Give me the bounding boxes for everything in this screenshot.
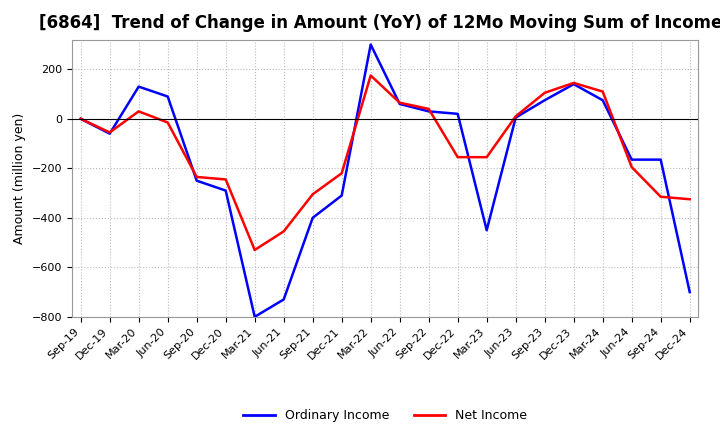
Net Income bbox=[279, 229, 288, 234]
Ordinary Income bbox=[366, 42, 375, 47]
Ordinary Income bbox=[221, 188, 230, 193]
Net Income bbox=[135, 109, 143, 114]
Net Income bbox=[657, 194, 665, 199]
Net Income bbox=[308, 192, 317, 197]
Net Income bbox=[627, 165, 636, 170]
Ordinary Income bbox=[192, 178, 201, 183]
Net Income bbox=[251, 247, 259, 253]
Ordinary Income bbox=[424, 109, 433, 114]
Ordinary Income bbox=[627, 157, 636, 162]
Ordinary Income bbox=[511, 115, 520, 120]
Line: Ordinary Income: Ordinary Income bbox=[81, 44, 690, 317]
Net Income bbox=[541, 90, 549, 95]
Legend: Ordinary Income, Net Income: Ordinary Income, Net Income bbox=[238, 404, 532, 427]
Net Income bbox=[395, 100, 404, 105]
Y-axis label: Amount (million yen): Amount (million yen) bbox=[13, 113, 26, 244]
Net Income bbox=[570, 80, 578, 85]
Net Income bbox=[76, 116, 85, 121]
Title: [6864]  Trend of Change in Amount (YoY) of 12Mo Moving Sum of Incomes: [6864] Trend of Change in Amount (YoY) o… bbox=[39, 15, 720, 33]
Line: Net Income: Net Income bbox=[81, 76, 690, 250]
Ordinary Income bbox=[395, 101, 404, 106]
Net Income bbox=[338, 171, 346, 176]
Ordinary Income bbox=[454, 111, 462, 117]
Net Income bbox=[163, 120, 172, 125]
Ordinary Income bbox=[482, 227, 491, 233]
Net Income bbox=[105, 130, 114, 135]
Ordinary Income bbox=[685, 290, 694, 295]
Ordinary Income bbox=[541, 98, 549, 103]
Ordinary Income bbox=[135, 84, 143, 89]
Net Income bbox=[221, 177, 230, 182]
Net Income bbox=[511, 114, 520, 119]
Ordinary Income bbox=[163, 94, 172, 99]
Ordinary Income bbox=[308, 215, 317, 220]
Net Income bbox=[598, 89, 607, 94]
Net Income bbox=[424, 106, 433, 111]
Ordinary Income bbox=[105, 131, 114, 136]
Ordinary Income bbox=[657, 157, 665, 162]
Ordinary Income bbox=[570, 81, 578, 87]
Net Income bbox=[366, 73, 375, 78]
Ordinary Income bbox=[251, 314, 259, 319]
Ordinary Income bbox=[76, 116, 85, 121]
Net Income bbox=[192, 174, 201, 180]
Ordinary Income bbox=[279, 297, 288, 302]
Net Income bbox=[454, 154, 462, 160]
Net Income bbox=[685, 197, 694, 202]
Ordinary Income bbox=[598, 98, 607, 103]
Net Income bbox=[482, 154, 491, 160]
Ordinary Income bbox=[338, 193, 346, 198]
